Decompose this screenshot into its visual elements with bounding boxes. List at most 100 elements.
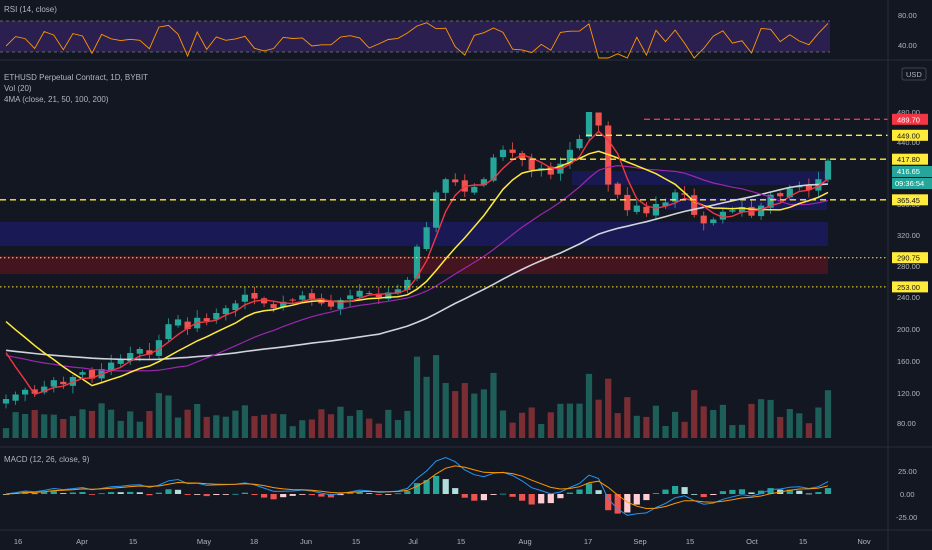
zone-blue (0, 222, 828, 246)
macd-bar (347, 493, 354, 494)
volume-bar (480, 389, 487, 438)
macd-bar (241, 492, 248, 494)
volume-bar (280, 414, 287, 438)
volume-bar (375, 423, 382, 438)
volume-bar (538, 424, 545, 438)
volume-bar (79, 409, 86, 438)
volume-bar (327, 414, 335, 438)
volume-bar (251, 416, 258, 438)
price-tick: 440.00 (897, 138, 920, 147)
rsi-tick-40: 40.00 (898, 41, 917, 50)
macd-bar (748, 492, 755, 494)
volume-bar (174, 417, 182, 438)
candle (691, 195, 698, 215)
macd-bar (60, 493, 67, 494)
macd-bar (758, 490, 765, 494)
rsi-line (5, 22, 829, 59)
volume-bar (394, 420, 401, 438)
candle (203, 318, 210, 321)
candle (480, 179, 487, 186)
volume-bar (184, 409, 191, 438)
candle (117, 359, 124, 364)
candle (700, 215, 707, 224)
candle (633, 205, 640, 212)
candle (241, 294, 248, 302)
candle (681, 193, 688, 195)
volume-bar (633, 415, 640, 438)
volume-bar (117, 420, 124, 438)
candle (347, 295, 354, 300)
candle (490, 157, 497, 181)
macd-bar (50, 491, 57, 494)
volume-bar (719, 404, 726, 438)
candle (528, 158, 535, 170)
macd-bar (433, 475, 440, 494)
price-tick: 240.00 (897, 293, 920, 302)
volume-bar (805, 423, 812, 438)
candle (509, 149, 516, 153)
macd-bar (624, 494, 631, 513)
level-label: 290.75 (897, 254, 920, 263)
volume-bar (2, 428, 10, 438)
volume-bar (490, 372, 497, 438)
candle (108, 362, 115, 371)
ma-title: 4MA (close, 21, 50, 100, 200) (4, 95, 109, 104)
time-tick: Apr (76, 537, 88, 546)
current-price-label: 416.65 (897, 167, 920, 176)
macd-bar (796, 490, 803, 494)
price-tick: 120.00 (897, 389, 920, 398)
candle (767, 194, 774, 208)
level-label: 253.00 (897, 283, 920, 292)
candle (366, 293, 373, 294)
volume-bar (729, 425, 736, 438)
macd-bar (318, 494, 325, 497)
candle (385, 292, 392, 299)
macd-bar (385, 494, 392, 495)
macd-bar (519, 494, 526, 501)
volume-bar (643, 416, 650, 438)
level-label: 449.00 (897, 131, 920, 140)
candle (519, 153, 526, 159)
volume-bar (786, 409, 793, 438)
macd-bar (280, 494, 287, 498)
volume-bar (461, 383, 468, 438)
candle (394, 289, 401, 294)
candle (280, 301, 287, 308)
macd-bar (499, 493, 507, 495)
volume-bar (433, 355, 440, 438)
candle (710, 219, 717, 224)
volume-bar (127, 411, 134, 438)
rsi-tick-80: 80.00 (898, 11, 917, 20)
candle (499, 149, 507, 158)
macd-bar (480, 494, 487, 501)
macd-bar (691, 494, 698, 495)
macd-bar (738, 489, 746, 494)
candle (538, 168, 545, 170)
candle (433, 192, 440, 228)
macd-bar (700, 494, 707, 498)
macd-bar (404, 491, 411, 494)
volume-bar (22, 414, 29, 438)
candle (41, 386, 48, 393)
price-tick: 160.00 (897, 357, 920, 366)
candle (31, 389, 38, 394)
macd-bar (375, 494, 382, 495)
candle (404, 279, 411, 290)
candle (423, 227, 430, 249)
volume-bar (413, 356, 421, 438)
candle (796, 186, 803, 188)
level-label: 489.70 (897, 115, 920, 124)
candle (643, 206, 650, 214)
candle (308, 293, 315, 299)
candle (327, 302, 335, 307)
candle (614, 183, 621, 195)
macd-bar (719, 491, 726, 494)
volume-bar (98, 403, 105, 438)
candle (471, 186, 478, 193)
macd-bar (824, 488, 832, 494)
volume-bar (471, 393, 478, 438)
macd-bar (413, 483, 421, 494)
currency-box[interactable] (901, 67, 927, 81)
